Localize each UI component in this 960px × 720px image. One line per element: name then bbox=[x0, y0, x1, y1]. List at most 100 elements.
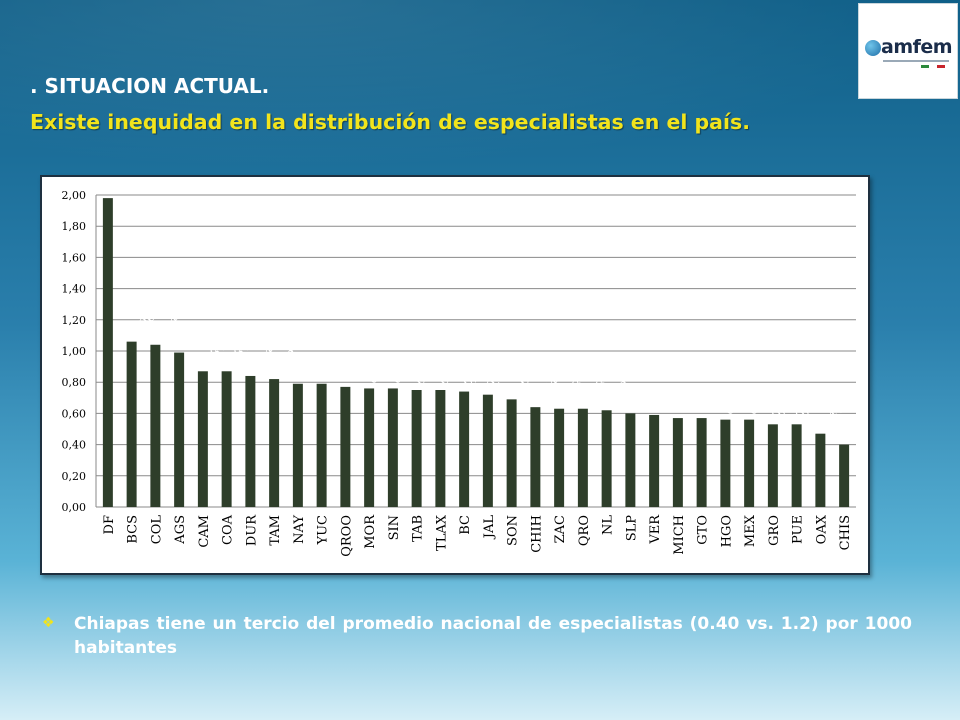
x-tick-label: MOR bbox=[363, 514, 378, 549]
x-tick-label: BC bbox=[458, 515, 473, 535]
slide-heading: . SITUACION ACTUAL. bbox=[30, 74, 270, 98]
diamond-bullet-icon: ❖ bbox=[42, 615, 55, 631]
data-label: 0,57 bbox=[698, 386, 729, 417]
x-tick-label: COA bbox=[221, 514, 236, 545]
y-tick-label: 1,00 bbox=[62, 345, 87, 358]
x-tick-label: DF bbox=[102, 515, 117, 534]
bar bbox=[649, 414, 660, 507]
bar bbox=[720, 419, 731, 507]
x-tick-label: VER bbox=[648, 514, 663, 545]
data-label: 0,87 bbox=[199, 339, 230, 370]
y-tick-label: 0,40 bbox=[62, 439, 87, 452]
bar bbox=[292, 383, 303, 507]
x-tick-label: YUC bbox=[316, 515, 331, 546]
bar bbox=[482, 394, 493, 507]
logo-underline bbox=[883, 60, 949, 62]
x-tick-label: TLAX bbox=[434, 514, 449, 551]
header-band bbox=[0, 0, 960, 170]
bar bbox=[577, 408, 588, 507]
x-tick-label: TAM bbox=[268, 515, 283, 546]
bar bbox=[150, 344, 161, 507]
bar bbox=[744, 419, 755, 507]
globe-icon bbox=[865, 40, 881, 56]
x-tick-label: NAY bbox=[292, 515, 307, 544]
x-tick-label: AGS bbox=[173, 515, 188, 545]
x-tick-label: GTO bbox=[696, 515, 711, 545]
y-tick-label: 1,80 bbox=[62, 220, 87, 233]
data-label: 0,47 bbox=[817, 401, 848, 432]
bar bbox=[269, 379, 280, 507]
data-label: 0,75 bbox=[437, 358, 468, 389]
slide-subheading: Existe inequidad en la distribución de e… bbox=[30, 110, 751, 134]
bar bbox=[245, 375, 256, 507]
y-tick-label: 0,20 bbox=[62, 470, 87, 483]
y-tick-label: 1,40 bbox=[62, 283, 87, 296]
bar bbox=[530, 407, 541, 507]
bar bbox=[459, 391, 470, 507]
x-tick-label: CAM bbox=[197, 515, 212, 548]
bar bbox=[316, 383, 327, 507]
x-tick-label: QROO bbox=[339, 515, 354, 557]
logo-flag-stripe bbox=[921, 65, 945, 68]
bar bbox=[506, 399, 517, 507]
bullet-text: Chiapas tiene un tercio del promedio nac… bbox=[74, 614, 912, 658]
bar bbox=[411, 390, 422, 507]
bar bbox=[387, 388, 398, 507]
y-tick-label: 2,00 bbox=[62, 189, 87, 202]
x-tick-label: DUR bbox=[244, 514, 259, 546]
x-tick-label: SON bbox=[506, 515, 521, 546]
x-tick-label: NL bbox=[601, 515, 616, 535]
data-label: 0,57 bbox=[674, 386, 705, 417]
bar bbox=[839, 444, 850, 507]
bar bbox=[126, 341, 137, 507]
bar bbox=[696, 418, 707, 507]
bar bbox=[815, 433, 826, 507]
x-tick-label: SIN bbox=[387, 515, 402, 540]
x-tick-label: COL bbox=[149, 515, 164, 545]
bar bbox=[102, 198, 113, 507]
y-tick-label: 0,00 bbox=[62, 501, 87, 514]
x-tick-label: CHIS bbox=[838, 515, 853, 550]
bar bbox=[601, 410, 612, 507]
bar bbox=[672, 418, 683, 507]
x-tick-label: MICH bbox=[672, 515, 687, 555]
data-label: 0,75 bbox=[413, 358, 444, 389]
bar bbox=[174, 352, 185, 507]
bar bbox=[221, 371, 232, 507]
bar bbox=[340, 386, 351, 507]
data-label: 0,60 bbox=[627, 381, 658, 412]
bar bbox=[767, 424, 778, 507]
bar bbox=[364, 388, 375, 507]
bar bbox=[435, 390, 446, 507]
amfem-logo: amfem bbox=[858, 3, 958, 99]
x-tick-label: SLP bbox=[624, 515, 639, 542]
bullet-point: ❖ Chiapas tiene un tercio del promedio n… bbox=[42, 612, 912, 660]
x-tick-label: TAB bbox=[411, 515, 426, 542]
logo-text: amfem bbox=[881, 36, 953, 58]
bar bbox=[791, 424, 802, 507]
data-label: 0,40 bbox=[840, 412, 868, 443]
bar-chart: 0,00 0,20 0,40 0,60 0,80 1,00 1,20 1,40 1,60 1,80… bbox=[62, 177, 869, 557]
x-tick-label: CHIH bbox=[529, 515, 544, 553]
y-tick-label: 1,60 bbox=[62, 251, 87, 264]
data-label: 0,63 bbox=[579, 376, 610, 407]
data-label: 0,63 bbox=[555, 376, 586, 407]
data-label: 1,98 bbox=[104, 177, 135, 197]
x-tick-label: HGO bbox=[719, 515, 734, 547]
y-tick-label: 0,80 bbox=[62, 376, 87, 389]
bar bbox=[197, 371, 208, 507]
y-tick-label: 1,20 bbox=[62, 314, 87, 327]
x-tick-label: GRO bbox=[767, 515, 782, 546]
x-tick-label: JAL bbox=[482, 515, 497, 541]
data-label: 0,77 bbox=[342, 355, 373, 386]
bar bbox=[625, 413, 636, 507]
bar-chart-frame: 0,00 0,20 0,40 0,60 0,80 1,00 1,20 1,40 1,60 1,80… bbox=[40, 175, 870, 575]
x-tick-label: OAX bbox=[814, 514, 829, 544]
x-tick-label: MEX bbox=[743, 514, 758, 547]
x-tick-label: QRO bbox=[577, 515, 592, 546]
x-tick-label: BCS bbox=[126, 515, 141, 544]
x-tick-label: ZAC bbox=[553, 515, 568, 543]
x-tick-label: PUE bbox=[791, 515, 806, 544]
bar bbox=[554, 408, 565, 507]
y-tick-label: 0,60 bbox=[62, 407, 87, 420]
